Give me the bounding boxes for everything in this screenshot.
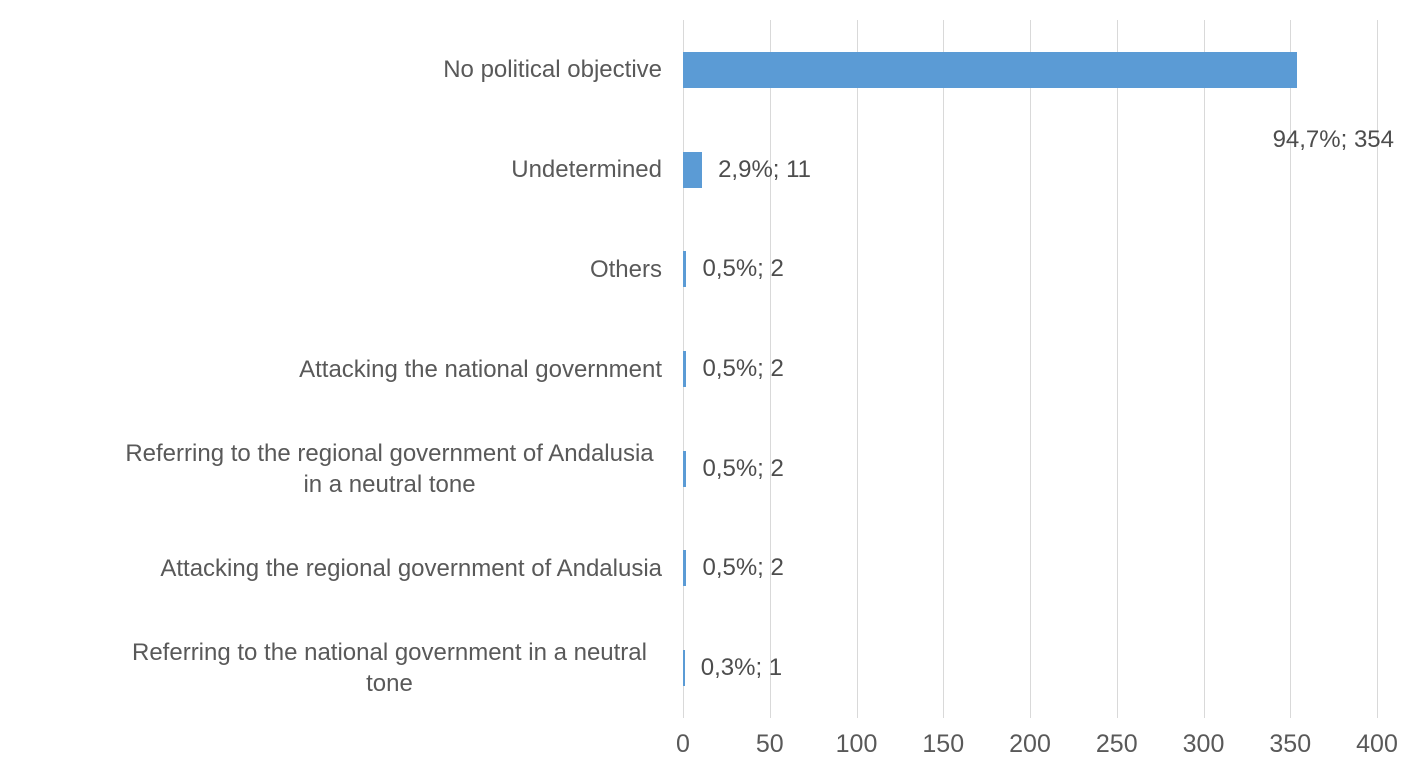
category-label: Undetermined [511, 156, 662, 184]
x-tick-label: 150 [922, 730, 965, 758]
gridline [1116, 20, 1118, 718]
bar-row: 0,5%; 2 [683, 519, 1377, 619]
bar [683, 151, 703, 188]
category-label: Referring to the regional government of … [125, 439, 654, 498]
category-label: Attacking the regional government of And… [160, 554, 662, 582]
data-label: 0,5%; 2 [702, 255, 784, 283]
x-tick-label: 200 [1009, 730, 1051, 758]
x-tick-label: 400 [1356, 730, 1398, 758]
bar-row: 94,7%; 354 [683, 20, 1394, 153]
data-label: 0,3%; 1 [700, 654, 783, 682]
gridline [1290, 20, 1292, 718]
category-row: Attacking the regional government of And… [0, 519, 662, 619]
bar-row: 2,9%; 11 [683, 120, 1377, 220]
category-row: No political objective [0, 20, 662, 120]
x-axis: 0 50 100 150 200 250 300 350 400 [676, 730, 1398, 764]
bar [683, 550, 687, 587]
category-label: Others [589, 255, 662, 283]
data-label: 94,7%; 354 [1272, 126, 1394, 153]
bar-row: 0,5%; 2 [683, 419, 1377, 519]
x-tick-label: 50 [755, 730, 784, 758]
gridline [769, 20, 771, 718]
category-row: Undetermined [0, 120, 662, 220]
bar [683, 51, 1298, 88]
x-tick-label: 0 [676, 730, 690, 758]
data-label: 0,5%; 2 [702, 454, 784, 482]
x-tick-label: 250 [1095, 730, 1138, 758]
bar [683, 351, 687, 388]
x-tick-label: 100 [835, 730, 878, 758]
category-row: Attacking the national government [0, 319, 662, 419]
bar [683, 251, 687, 288]
category-axis: No political objective Undetermined Othe… [0, 20, 662, 718]
data-label: 2,9%; 11 [718, 155, 812, 183]
bar-rows: 94,7%; 354 2,9%; 11 0,5%; 2 0,5%; 2 0,5%… [683, 20, 1394, 718]
category-row: Referring to the national government in … [0, 618, 662, 718]
x-tick-label: 350 [1269, 730, 1312, 758]
category-label: Referring to the national government in … [132, 639, 647, 698]
x-tick-label: 300 [1182, 730, 1225, 758]
bar [683, 450, 687, 487]
category-row: Referring to the regional government of … [0, 419, 662, 519]
gridline [1030, 20, 1031, 718]
gridline [1377, 20, 1378, 718]
plot-area: 94,7%; 354 2,9%; 11 0,5%; 2 0,5%; 2 0,5%… [683, 20, 1394, 718]
category-label: No political objective [443, 56, 662, 84]
data-label: 0,5%; 2 [702, 554, 784, 582]
bar-row: 0,5%; 2 [683, 219, 1377, 319]
bar-row: 0,5%; 2 [683, 319, 1377, 419]
bar [683, 650, 685, 687]
category-label: Attacking the national government [299, 355, 662, 383]
category-row: Others [0, 219, 662, 319]
gridline [1203, 20, 1205, 718]
bar-row: 0,3%; 1 [683, 618, 1377, 718]
gridline [856, 20, 858, 718]
gridline [943, 20, 945, 718]
data-label: 0,5%; 2 [702, 355, 784, 383]
